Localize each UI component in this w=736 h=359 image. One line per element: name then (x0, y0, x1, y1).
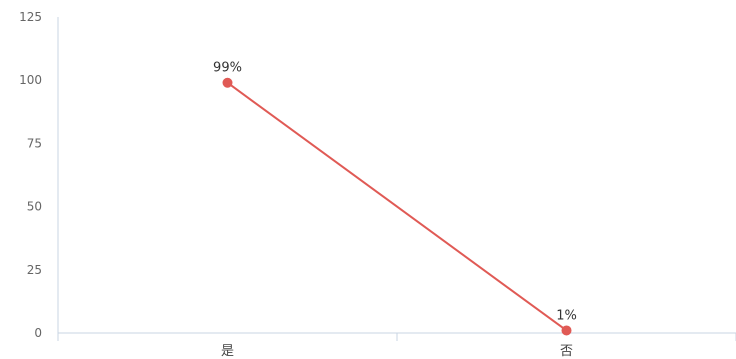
x-category-label: 否 (560, 344, 573, 359)
series-layer: 99% 1% (213, 61, 577, 336)
series-line (226, 81, 568, 332)
x-axis-category-labels: 是否 (221, 344, 573, 359)
y-tick-label: 50 (27, 200, 42, 214)
y-tick-label: 75 (27, 136, 42, 150)
y-tick-label: 100 (19, 73, 42, 87)
x-category-label: 是 (221, 344, 234, 359)
y-tick-label: 25 (27, 263, 42, 277)
data-point (222, 77, 233, 88)
y-axis-tick-labels: 0 25 50 75 100 125 (19, 10, 42, 340)
x-axis-ticks (57, 333, 736, 341)
data-label: 99% (213, 61, 242, 76)
data-label: 1% (556, 308, 577, 323)
data-point (561, 325, 572, 336)
y-tick-label: 125 (19, 10, 42, 24)
y-tick-label: 0 (34, 326, 42, 340)
